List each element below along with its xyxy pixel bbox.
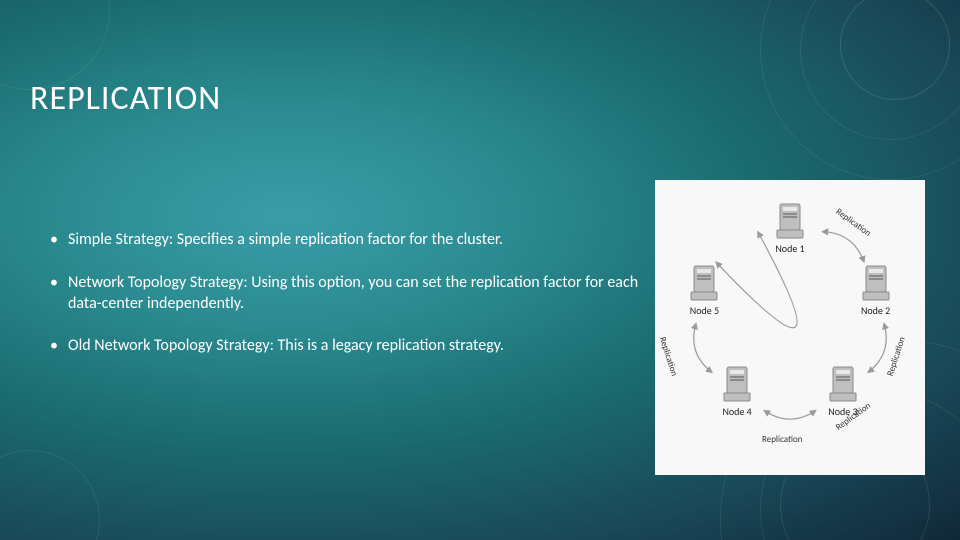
replication-ring-diagram: Node 1Node 2Node 3Node 4Node 5 Replicati… bbox=[655, 180, 925, 475]
server-icon bbox=[775, 202, 805, 240]
ring-node: Node 1 bbox=[764, 202, 816, 255]
decoration-circle bbox=[0, 0, 110, 90]
edge-label: Replication bbox=[762, 434, 803, 445]
decoration-circle bbox=[760, 0, 960, 180]
ring-node: Node 2 bbox=[850, 264, 902, 317]
slide: REPLICATION Simple Strategy: Specifies a… bbox=[0, 0, 960, 540]
node-label: Node 2 bbox=[850, 304, 902, 317]
ring-edge bbox=[764, 410, 816, 419]
bullet-item: Old Network Topology Strategy: This is a… bbox=[46, 336, 646, 357]
bullet-item: Simple Strategy: Specifies a simple repl… bbox=[46, 230, 646, 251]
decoration-circle bbox=[840, 0, 950, 100]
decoration-circle bbox=[800, 0, 960, 140]
server-icon bbox=[722, 365, 752, 403]
slide-title: REPLICATION bbox=[30, 78, 221, 119]
server-icon bbox=[689, 264, 719, 302]
bullet-item: Network Topology Strategy: Using this op… bbox=[46, 273, 646, 315]
node-label: Node 1 bbox=[764, 242, 816, 255]
node-label: Node 4 bbox=[711, 405, 763, 418]
server-icon bbox=[861, 264, 891, 302]
server-icon bbox=[828, 365, 858, 403]
ring-node: Node 4 bbox=[711, 365, 763, 418]
ring-node: Node 5 bbox=[678, 264, 730, 317]
decoration-circle bbox=[0, 450, 100, 540]
node-label: Node 5 bbox=[678, 304, 730, 317]
bullet-list: Simple Strategy: Specifies a simple repl… bbox=[46, 230, 646, 379]
